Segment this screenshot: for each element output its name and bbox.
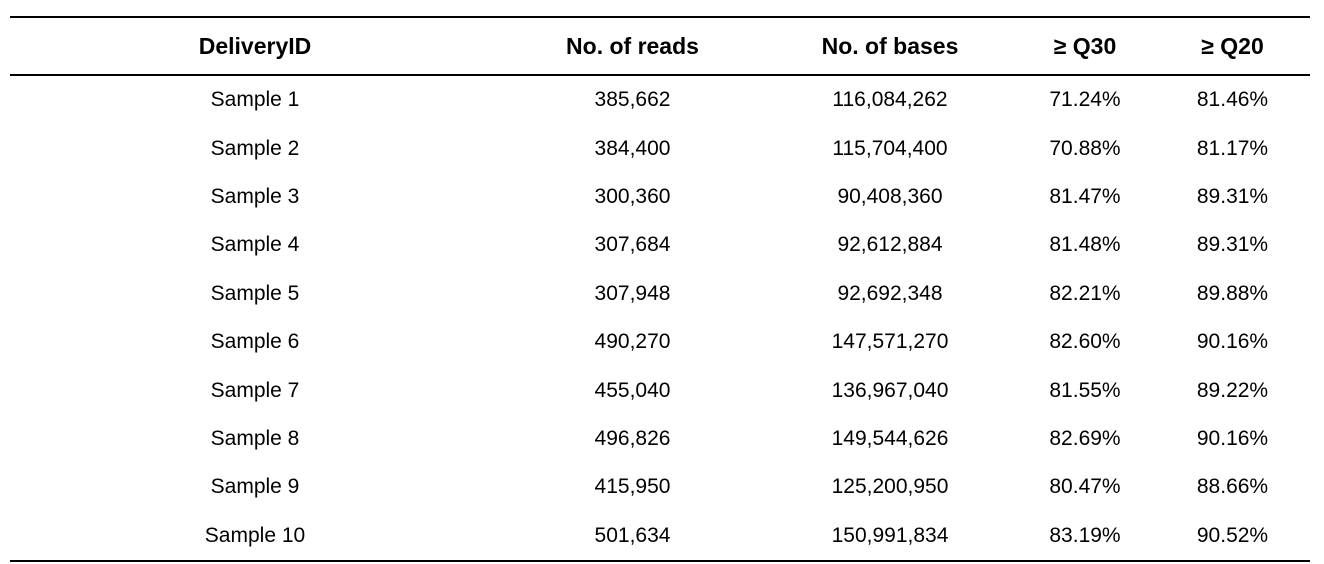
cell-q30: 82.60%	[1049, 330, 1121, 354]
table-row: Sample 9 415,950 125,200,950 80.47% 88.6…	[10, 463, 1310, 511]
cell-q30: 80.47%	[1049, 475, 1121, 499]
cell-num-bases: 125,200,950	[831, 475, 949, 499]
header-q30: ≥ Q30	[1053, 32, 1117, 59]
cell-num-reads: 415,950	[594, 475, 671, 499]
cell-q20: 88.66%	[1196, 475, 1269, 499]
cell-q30: 82.21%	[1049, 281, 1121, 305]
cell-delivery-id: Sample 8	[210, 426, 300, 450]
sequencing-stats-table: DeliveryID No. of reads No. of bases ≥ Q…	[10, 16, 1310, 562]
cell-num-bases: 92,612,884	[837, 233, 943, 257]
table-row: Sample 3 300,360 90,408,360 81.47% 89.31…	[10, 173, 1310, 221]
cell-num-bases: 147,571,270	[831, 330, 949, 354]
table-row: Sample 2 384,400 115,704,400 70.88% 81.1…	[10, 124, 1310, 172]
cell-q30: 70.88%	[1049, 136, 1121, 160]
header-num-reads: No. of reads	[566, 32, 699, 59]
cell-num-reads: 501,634	[594, 523, 671, 547]
table-row: Sample 6 490,270 147,571,270 82.60% 90.1…	[10, 318, 1310, 366]
cell-delivery-id: Sample 4	[210, 233, 300, 257]
cell-num-reads: 307,948	[594, 281, 671, 305]
cell-q20: 90.16%	[1196, 426, 1269, 450]
table-row: Sample 5 307,948 92,692,348 82.21% 89.88…	[10, 270, 1310, 318]
table-row: Sample 4 307,684 92,612,884 81.48% 89.31…	[10, 221, 1310, 269]
cell-q20: 90.16%	[1196, 330, 1269, 354]
cell-q30: 82.69%	[1049, 426, 1121, 450]
cell-q30: 83.19%	[1049, 523, 1121, 547]
cell-delivery-id: Sample 6	[210, 330, 300, 354]
cell-num-bases: 92,692,348	[837, 281, 943, 305]
cell-num-reads: 455,040	[594, 378, 671, 402]
cell-num-reads: 300,360	[594, 184, 671, 208]
cell-num-reads: 385,662	[594, 88, 671, 112]
cell-q30: 71.24%	[1049, 88, 1121, 112]
cell-delivery-id: Sample 2	[210, 136, 300, 160]
cell-delivery-id: Sample 3	[210, 184, 300, 208]
cell-num-reads: 496,826	[594, 426, 671, 450]
cell-q20: 89.88%	[1196, 281, 1269, 305]
cell-num-bases: 149,544,626	[831, 426, 949, 450]
table-row: Sample 10 501,634 150,991,834 83.19% 90.…	[10, 512, 1310, 561]
cell-q20: 89.31%	[1196, 233, 1269, 257]
cell-num-bases: 90,408,360	[837, 184, 943, 208]
cell-delivery-id: Sample 7	[210, 378, 300, 402]
cell-num-reads: 307,684	[594, 233, 671, 257]
cell-num-bases: 136,967,040	[831, 378, 949, 402]
cell-q20: 89.22%	[1196, 378, 1269, 402]
header-delivery-id: DeliveryID	[198, 32, 312, 59]
sequencing-stats-table-container: DeliveryID No. of reads No. of bases ≥ Q…	[10, 16, 1310, 562]
cell-q30: 81.47%	[1049, 184, 1121, 208]
cell-num-reads: 490,270	[594, 330, 671, 354]
cell-num-bases: 116,084,262	[832, 88, 948, 112]
cell-q20: 90.52%	[1196, 523, 1269, 547]
table-row: Sample 8 496,826 149,544,626 82.69% 90.1…	[10, 415, 1310, 463]
table-row: Sample 7 455,040 136,967,040 81.55% 89.2…	[10, 366, 1310, 414]
table-row: Sample 1 385,662 116,084,262 71.24% 81.4…	[10, 75, 1310, 124]
cell-num-reads: 384,400	[594, 136, 671, 160]
cell-num-bases: 115,704,400	[832, 136, 948, 160]
header-num-bases: No. of bases	[821, 32, 959, 59]
cell-num-bases: 150,991,834	[831, 523, 949, 547]
cell-q20: 81.46%	[1196, 88, 1269, 112]
cell-delivery-id: Sample 1	[210, 88, 300, 112]
header-q20: ≥ Q20	[1201, 32, 1264, 59]
cell-q20: 81.17%	[1196, 136, 1269, 160]
cell-delivery-id: Sample 10	[204, 523, 306, 547]
cell-q30: 81.55%	[1049, 378, 1121, 402]
table-header-row: DeliveryID No. of reads No. of bases ≥ Q…	[10, 17, 1310, 75]
cell-q30: 81.48%	[1049, 233, 1121, 257]
cell-delivery-id: Sample 5	[210, 281, 300, 305]
cell-delivery-id: Sample 9	[210, 475, 300, 499]
cell-q20: 89.31%	[1196, 184, 1269, 208]
